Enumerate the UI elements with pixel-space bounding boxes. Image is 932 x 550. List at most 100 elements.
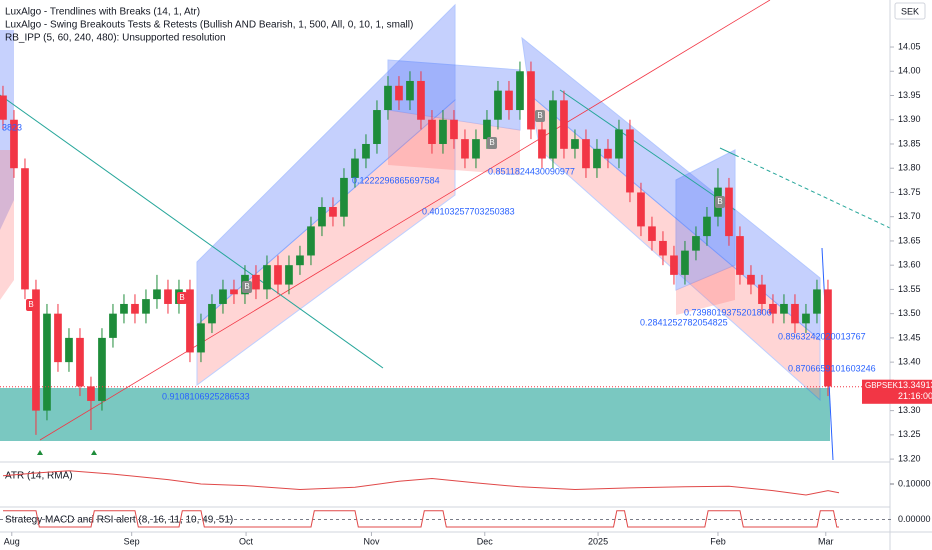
candle-body xyxy=(274,265,282,285)
candle-body xyxy=(219,289,227,304)
candle-body xyxy=(21,168,29,290)
candle-body xyxy=(109,313,117,338)
signal-label: B xyxy=(244,282,249,291)
candle-body xyxy=(813,289,821,314)
channel xyxy=(0,150,14,300)
countdown: 21:16:00 xyxy=(898,391,932,401)
candle-body xyxy=(120,303,128,314)
marker xyxy=(91,450,97,455)
candle-body xyxy=(527,71,535,130)
currency: SEK xyxy=(901,6,919,16)
candle-body xyxy=(802,313,810,324)
candle-body xyxy=(252,274,260,290)
candle-body xyxy=(604,148,612,159)
candle-body xyxy=(626,129,634,193)
candle-body xyxy=(538,129,546,159)
signal-label: B xyxy=(717,197,722,206)
candle-body xyxy=(824,289,832,387)
y-tick-label: 13.45 xyxy=(898,332,921,342)
annotation: 0.2841252782054825 xyxy=(640,317,728,327)
candle-body xyxy=(65,337,73,363)
channel xyxy=(196,3,456,327)
x-tick-label: 2025 xyxy=(588,536,608,546)
candle-body xyxy=(87,386,95,401)
candle-body xyxy=(417,80,425,120)
candle-body xyxy=(230,289,238,295)
annotation: 0.40103257703250383 xyxy=(422,206,515,216)
candle-body xyxy=(329,207,337,217)
strategy-line xyxy=(3,510,839,528)
y-tick-label: 13.25 xyxy=(898,429,921,439)
atr-line xyxy=(2,470,840,496)
overlay: 3823 0.1222296865697584 0.4010325770325038… xyxy=(2,110,876,401)
y-tick-label: 14.05 xyxy=(898,41,921,51)
y-tick-label: 13.50 xyxy=(898,308,921,318)
candle-body xyxy=(736,236,744,275)
annotation: 0.9108106925286533 xyxy=(162,391,250,401)
indicator-title: RB_IPP (5, 60, 240, 480): Unsupported re… xyxy=(5,33,226,44)
signal-box xyxy=(715,196,725,208)
candle-body xyxy=(384,85,392,111)
x-tick-label: Nov xyxy=(363,536,380,546)
candle-body xyxy=(516,71,524,111)
candle-body xyxy=(208,303,216,324)
candle-body xyxy=(285,265,293,285)
candle-body xyxy=(197,323,205,353)
x-tick-label: Dec xyxy=(477,536,494,546)
candle-body xyxy=(32,289,40,411)
last-price: 13.34913 xyxy=(898,380,932,390)
trend-line xyxy=(0,94,384,369)
candle-body xyxy=(472,139,480,159)
y-tick-label: 13.70 xyxy=(898,211,921,221)
y-tick-label: 13.65 xyxy=(898,235,921,245)
y-tick-label: 13.95 xyxy=(898,90,921,100)
candle-body xyxy=(43,313,51,411)
candle-body xyxy=(296,255,304,266)
candle-body xyxy=(637,192,645,227)
signal-label: B xyxy=(489,138,494,147)
trend-line xyxy=(559,89,736,211)
x-tick-label: Sep xyxy=(124,536,140,546)
trend-line xyxy=(734,154,891,229)
y-tick-label: 13.55 xyxy=(898,284,921,294)
candle-body xyxy=(395,85,403,101)
candle-body xyxy=(54,313,62,363)
candle-body xyxy=(10,119,18,169)
candle-body xyxy=(461,139,469,159)
channel xyxy=(529,93,821,402)
candle-body xyxy=(692,236,700,251)
indicator-title: LuxAlgo - Trendlines with Breaks (14, 1,… xyxy=(5,7,200,18)
zone xyxy=(0,388,830,441)
annotation: 3823 xyxy=(2,122,22,132)
signal-label: B xyxy=(179,293,184,302)
candle-body xyxy=(505,90,513,111)
y-tick-label: 14.00 xyxy=(898,66,921,76)
signal-box xyxy=(242,281,252,293)
candle-body xyxy=(450,119,458,140)
candle-body xyxy=(351,158,359,178)
signal-label: B xyxy=(537,111,542,120)
candle-body xyxy=(582,139,590,169)
candle-body xyxy=(670,255,678,275)
annotation: 0.1222296865697584 xyxy=(352,175,440,185)
signal-label: B xyxy=(28,300,33,309)
y-tick-label: 0.10000 xyxy=(898,478,931,488)
channel xyxy=(0,30,14,230)
annotation: 0.7398019375201806 xyxy=(684,307,772,317)
indicator-title: LuxAlgo - Swing Breakouts Tests & Retest… xyxy=(5,20,413,31)
x-tick-label: Aug xyxy=(4,536,20,546)
candle-body xyxy=(406,80,414,101)
candle-body xyxy=(428,119,436,144)
indicator-title: Strategy MACD and RSI alert (8, 16, 11, … xyxy=(5,515,233,526)
candle-body xyxy=(615,129,623,159)
candle-body xyxy=(307,226,315,256)
signal-box xyxy=(177,292,187,304)
trend-line xyxy=(719,147,736,156)
candle-body xyxy=(263,265,271,290)
symbol-tag xyxy=(862,379,894,392)
y-tick-label: 13.85 xyxy=(898,138,921,148)
candle-body xyxy=(659,240,667,256)
candle-body xyxy=(0,95,7,120)
currency-box[interactable] xyxy=(894,2,926,20)
